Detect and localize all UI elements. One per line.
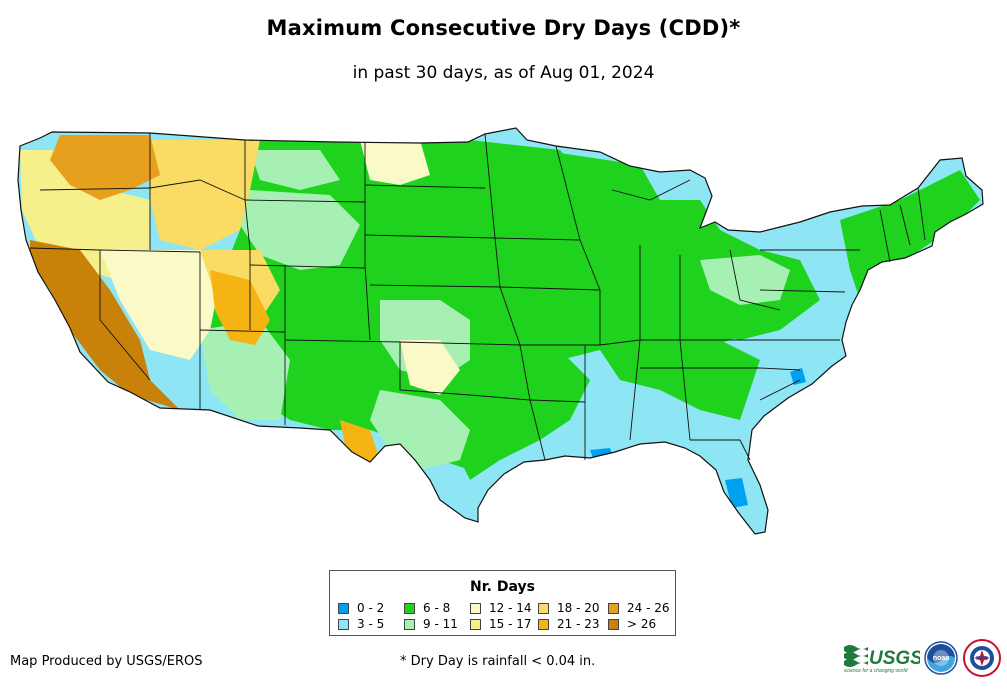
legend-swatch	[470, 603, 481, 614]
border-ar-la	[529, 399, 586, 403]
border-id-mt	[149, 179, 246, 201]
legend-swatch	[608, 619, 619, 630]
border-ok-tx	[399, 342, 531, 401]
zone-over-26-california	[30, 240, 180, 410]
zone-9-11-montana	[250, 150, 340, 190]
map-credit: Map Produced by USGS/EROS	[10, 654, 203, 669]
usgs-logo: USGS science for a changing world	[844, 645, 920, 674]
legend-grid: 0 - 2 3 - 5 6 - 8 9 - 11 12 - 14 15 - 17…	[338, 601, 673, 633]
border-dakotas-west	[364, 142, 371, 341]
usgs-tagline: science for a changing world	[844, 668, 908, 674]
dry-day-footnote: * Dry Day is rainfall < 0.04 in.	[400, 654, 596, 669]
border-mt-wy	[244, 199, 366, 203]
legend-label: 9 - 11	[423, 617, 458, 631]
cdd-fill-layer	[18, 128, 983, 534]
legend-label: 0 - 2	[357, 601, 385, 615]
legend-item-over-26: > 26	[608, 617, 674, 632]
legend-item-6-8: 6 - 8	[404, 601, 470, 616]
zone-0-2-florida	[725, 478, 748, 508]
legend-label: 24 - 26	[627, 601, 670, 615]
border-mi-upper	[611, 179, 691, 201]
border-wy-co	[249, 264, 366, 269]
border-sc-nc	[759, 379, 801, 401]
us-outline	[17, 127, 984, 535]
zone-6-8-southeast	[600, 330, 760, 420]
border-wa-or	[39, 187, 151, 191]
map-title: Maximum Consecutive Dry Days (CDD)*	[266, 16, 741, 40]
zone-24-26-oregon-wa	[50, 135, 160, 200]
border-ne-ks	[369, 284, 501, 288]
zone-12-14-oklahoma	[400, 340, 460, 395]
legend-label: 18 - 20	[557, 601, 600, 615]
legend-item-15-17: 15 - 17	[470, 617, 536, 632]
map-subtitle: in past 30 days, as of Aug 01, 2024	[352, 63, 655, 83]
legend-swatch	[538, 603, 549, 614]
border-ia-mn	[494, 237, 581, 241]
legend-swatch	[538, 619, 549, 630]
border-ia-mo	[499, 286, 601, 291]
zone-9-11-ohio	[700, 255, 790, 305]
legend-item-18-20: 18 - 20	[538, 601, 604, 616]
border-oh-pa	[729, 249, 781, 311]
zone-6-8-northeast	[840, 170, 980, 300]
border-ca-nv	[99, 250, 151, 381]
legend: Nr. Days 0 - 2 3 - 5 6 - 8 9 - 11 12 - 1…	[329, 570, 676, 636]
border-nd-sd	[364, 184, 486, 189]
nws-logo: NWS	[963, 639, 1001, 677]
legend-item-12-14: 12 - 14	[470, 601, 536, 616]
legend-label: 12 - 14	[489, 601, 532, 615]
zone-6-8-south-central	[450, 350, 590, 480]
noaa-logo-text: noaa	[933, 655, 949, 662]
border-sd-ne	[364, 234, 496, 239]
border-tn-south	[640, 367, 801, 371]
zone-18-20-idaho	[150, 140, 260, 250]
noaa-logo: noaa	[924, 641, 958, 675]
legend-item-24-26: 24 - 26	[608, 601, 674, 616]
legend-swatch	[470, 619, 481, 630]
zone-12-14-north-dakota	[360, 140, 430, 185]
legend-item-21-23: 21 - 23	[538, 617, 604, 632]
border-ut-az-nm	[199, 329, 286, 333]
legend-item-9-11: 9 - 11	[404, 617, 470, 632]
border-pa-md	[759, 289, 846, 293]
legend-label: 3 - 5	[357, 617, 385, 631]
legend-label: 21 - 23	[557, 617, 600, 631]
zone-9-11-arizona	[200, 320, 290, 420]
zone-12-14-nevada	[100, 250, 220, 360]
border-co-nm-ok	[284, 339, 401, 343]
legend-item-3-5: 3 - 5	[338, 617, 404, 632]
border-ga-fl	[690, 439, 751, 461]
zone-9-11-wyoming	[240, 190, 360, 270]
border-plains-east	[484, 133, 546, 461]
legend-swatch	[404, 619, 415, 630]
border-ny-vt	[879, 209, 891, 263]
usgs-logo-text: USGS	[869, 648, 920, 669]
legend-item-0-2: 0 - 2	[338, 601, 404, 616]
border-ks-ok	[399, 341, 521, 346]
legend-label: > 26	[627, 617, 657, 631]
legend-swatch	[608, 603, 619, 614]
zone-0-2-carolina	[790, 368, 806, 385]
zone-21-23-utah-south	[210, 270, 270, 345]
legend-label: 6 - 8	[423, 601, 451, 615]
border-nh-me	[917, 187, 926, 241]
nws-logo-text: NWS	[976, 656, 988, 662]
zone-21-23-west-texas	[340, 420, 380, 465]
legend-swatch	[404, 603, 415, 614]
legend-label: 15 - 17	[489, 617, 532, 631]
state-borders	[29, 133, 926, 461]
border-mt-wy-ut	[244, 140, 251, 330]
legend-swatch	[338, 619, 349, 630]
border-wi-il	[555, 145, 601, 345]
border-vt-nh	[899, 204, 911, 246]
legend-swatch	[338, 603, 349, 614]
legend-title: Nr. Days	[470, 579, 535, 595]
